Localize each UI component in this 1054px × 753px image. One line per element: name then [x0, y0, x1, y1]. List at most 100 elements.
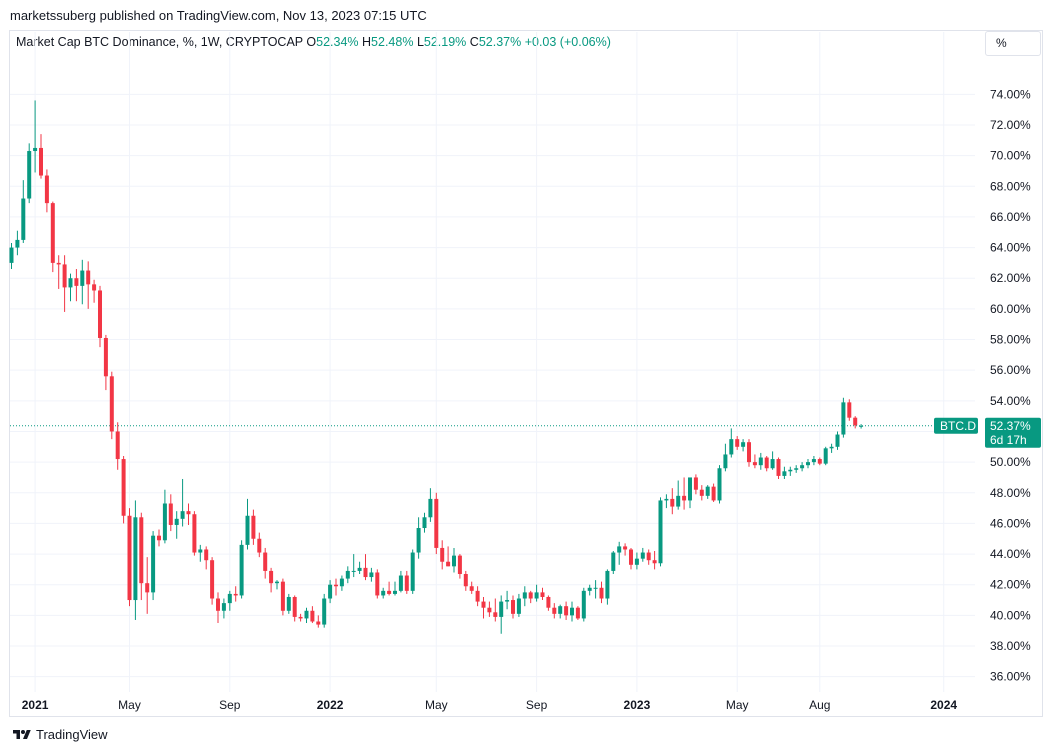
- candle-body: [381, 590, 386, 596]
- candles: [9, 100, 864, 634]
- candle-body: [339, 578, 344, 587]
- candle-body: [304, 610, 309, 619]
- candle: [623, 543, 628, 556]
- candle: [534, 584, 539, 602]
- footer-brand[interactable]: TradingView: [36, 727, 108, 742]
- candle-body: [269, 570, 274, 584]
- candle: [298, 613, 303, 622]
- candle: [180, 478, 185, 527]
- candle: [345, 566, 350, 584]
- candle: [581, 587, 586, 622]
- candle: [86, 261, 91, 309]
- candle-body: [640, 552, 645, 559]
- candle: [469, 581, 474, 594]
- candle: [127, 508, 132, 607]
- legend-symbol[interactable]: Market Cap BTC Dominance, %, 1W, CRYPTOC…: [16, 35, 303, 49]
- candle-body: [629, 549, 633, 565]
- price-tag-value: 52.37%: [990, 419, 1031, 433]
- x-tick-label: 2021: [22, 698, 49, 712]
- candle-body: [68, 278, 73, 288]
- candle: [499, 595, 504, 634]
- y-tick-label: 40.00%: [990, 608, 1031, 622]
- candlestick-chart[interactable]: 36.00% 38.00% 40.00% 42.00% 44.00% 46.00% 48.0…: [0, 0, 1054, 720]
- x-tick-label: May: [726, 698, 749, 712]
- candle-body: [310, 610, 315, 622]
- legend-high-value: 52.48%: [371, 35, 414, 49]
- candle-body: [428, 498, 433, 518]
- candle-body: [322, 598, 327, 625]
- x-tick-label: May: [425, 698, 448, 712]
- candle-body: [723, 454, 728, 469]
- candle: [729, 428, 734, 458]
- candle-body: [198, 549, 203, 553]
- legend-open-label: O: [306, 35, 317, 49]
- candle-body: [859, 425, 864, 427]
- candle: [322, 593, 327, 628]
- y-tick-label: 64.00%: [990, 241, 1031, 255]
- y-tick-label: 70.00%: [990, 149, 1031, 163]
- candle: [56, 255, 61, 289]
- candle: [487, 601, 492, 617]
- candle: [605, 569, 610, 605]
- candle-body: [782, 471, 787, 476]
- candle: [723, 443, 728, 472]
- candle: [611, 551, 616, 574]
- candle-body: [764, 457, 769, 469]
- candle-body: [334, 584, 338, 587]
- candle-body: [664, 498, 669, 501]
- candle: [599, 581, 604, 604]
- candle-body: [186, 511, 191, 515]
- candle-body: [587, 587, 592, 591]
- candle-body: [806, 462, 810, 466]
- candle-body: [62, 264, 67, 288]
- candle-body: [534, 592, 539, 599]
- candle: [770, 451, 775, 470]
- candle: [98, 285, 102, 348]
- candle-body: [735, 439, 740, 447]
- candle-body: [316, 621, 321, 625]
- candle-body: [835, 434, 840, 447]
- candle-body: [717, 468, 722, 501]
- legend-low-value: 52.19%: [423, 35, 467, 49]
- candle-body: [552, 607, 557, 614]
- candle-body: [44, 175, 49, 204]
- x-tick-label: Sep: [526, 698, 548, 712]
- candle: [280, 578, 285, 616]
- candle-body: [257, 538, 262, 553]
- candle-body: [575, 607, 580, 619]
- candle: [593, 580, 598, 599]
- candle-body: [204, 549, 209, 561]
- candle: [103, 334, 108, 391]
- candle-body: [162, 503, 167, 541]
- candle-body: [682, 495, 687, 501]
- candle-body: [363, 567, 368, 578]
- x-tick-label: 2023: [624, 698, 651, 712]
- candle-body: [33, 147, 38, 152]
- candle: [174, 511, 179, 539]
- candle-body: [747, 442, 751, 463]
- candle-body: [103, 337, 108, 377]
- percent-scale-button[interactable]: %: [985, 31, 1041, 56]
- candle: [516, 593, 521, 617]
- footer: TradingView: [12, 727, 108, 742]
- candle: [216, 592, 220, 624]
- tradingview-logo-icon: [13, 729, 31, 739]
- candle-body: [475, 590, 480, 602]
- candle: [764, 455, 769, 472]
- candle: [39, 134, 43, 179]
- candle-body: [9, 247, 14, 263]
- price-tag-value-bg: [985, 417, 1041, 448]
- candle: [558, 604, 563, 619]
- candle: [811, 455, 816, 466]
- candle-body: [239, 544, 244, 596]
- candle: [115, 422, 120, 470]
- legend-change: +0.03 (+0.06%): [524, 35, 611, 49]
- candle: [304, 607, 309, 624]
- chart-frame: [9, 30, 1043, 717]
- candle-body: [251, 515, 256, 539]
- candle-body: [487, 607, 492, 613]
- y-tick-label: 60.00%: [990, 302, 1031, 316]
- candle-body: [210, 560, 215, 599]
- candle: [817, 457, 822, 466]
- candle: [369, 567, 374, 582]
